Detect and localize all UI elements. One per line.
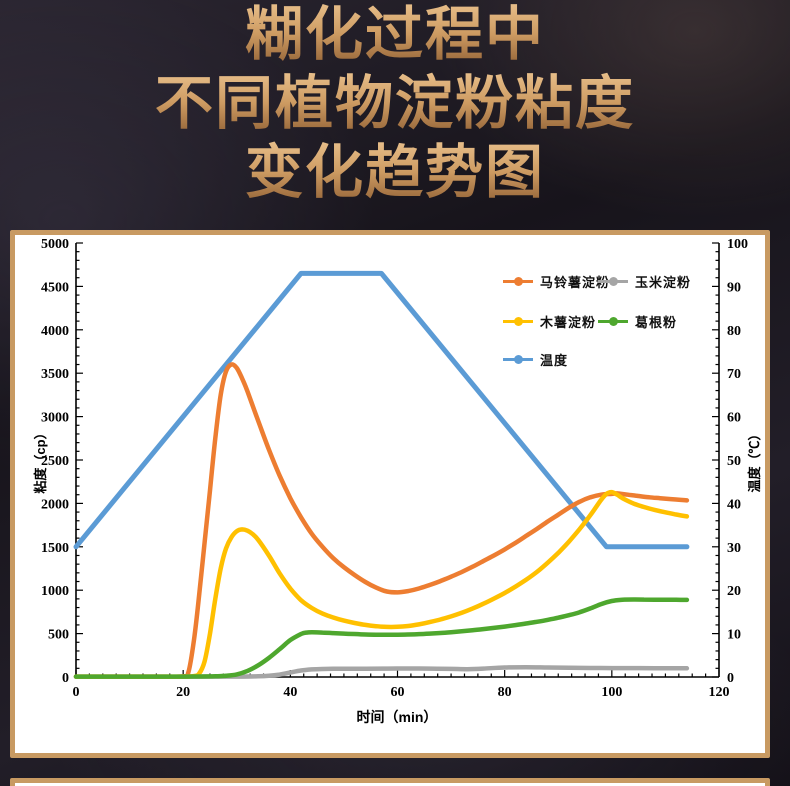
right-axis-tick-label: 90 bbox=[727, 280, 741, 295]
page-title-line-2: 不同植物淀粉粘度 bbox=[0, 69, 790, 138]
potato-starch-legend-marker-icon bbox=[503, 276, 533, 286]
right-axis-title: 温度（℃） bbox=[747, 427, 762, 493]
left-axis-tick-label: 500 bbox=[48, 628, 69, 643]
left-axis-tick-label: 3500 bbox=[41, 367, 69, 382]
kudzu-powder-line bbox=[73, 597, 690, 679]
x-axis-tick-label: 80 bbox=[498, 685, 512, 700]
legend-label-kudzu-powder: 葛根粉 bbox=[635, 314, 678, 330]
left-axis-tick-label: 5000 bbox=[41, 237, 69, 252]
x-axis-tick-label: 40 bbox=[283, 685, 297, 700]
left-axis-tick-label: 3000 bbox=[41, 411, 69, 426]
legend-item-corn-starch: 玉米淀粉 bbox=[598, 271, 691, 291]
page-title: 糊化过程中 不同植物淀粉粘度 变化趋势图 bbox=[0, 0, 790, 207]
x-axis-tick-label: 60 bbox=[391, 685, 405, 700]
chart-card: 0 500 1000 1500 2000 2500 3000 3500 4000 4500 5000… bbox=[10, 230, 770, 758]
cassava-starch-legend-marker-icon bbox=[503, 316, 533, 326]
legend-label-cassava-starch: 木薯淀粉 bbox=[540, 314, 597, 330]
right-axis-tick-label: 60 bbox=[727, 411, 741, 426]
legend-label-potato-starch: 马铃薯淀粉 bbox=[540, 274, 611, 290]
right-axis-tick-label: 0 bbox=[727, 671, 734, 686]
potato-starch-legend-dot-icon bbox=[514, 276, 523, 286]
right-axis-tick-label: 40 bbox=[727, 497, 741, 512]
temperature-legend-dot-icon bbox=[514, 354, 523, 364]
left-axis-tick-label: 4000 bbox=[41, 324, 69, 339]
kudzu-powder-legend-dot-icon bbox=[609, 316, 618, 326]
left-axis-tick-label: 2000 bbox=[41, 497, 69, 512]
legend-item-temperature: 温度 bbox=[503, 349, 568, 369]
x-axis-tick-label: 20 bbox=[176, 685, 190, 700]
page-title-line-3: 变化趋势图 bbox=[0, 138, 790, 207]
legend-item-potato-starch: 马铃薯淀粉 bbox=[503, 271, 610, 291]
potato-starch-line bbox=[73, 362, 690, 679]
left-axis-tick-label: 2500 bbox=[41, 454, 69, 469]
legend-item-cassava-starch: 木薯淀粉 bbox=[503, 311, 596, 331]
x-axis-title: 时间（min） bbox=[356, 709, 438, 725]
left-axis-tick-label: 4500 bbox=[41, 280, 69, 295]
x-axis-tick-label: 100 bbox=[601, 685, 622, 700]
legend-label-temperature: 温度 bbox=[540, 352, 569, 368]
right-axis-tick-label: 100 bbox=[727, 237, 748, 252]
kudzu-powder-legend-marker-icon bbox=[598, 316, 628, 326]
right-axis-tick-label: 80 bbox=[727, 324, 741, 339]
temperature-legend-marker-icon bbox=[503, 354, 533, 364]
right-axis-tick-label: 10 bbox=[727, 628, 741, 643]
cassava-starch-line bbox=[73, 489, 690, 679]
right-axis-tick-label: 50 bbox=[727, 454, 741, 469]
next-section-card bbox=[10, 778, 770, 786]
corn-starch-line bbox=[73, 664, 690, 679]
temperature-line bbox=[73, 270, 690, 550]
right-axis-tick-label: 30 bbox=[727, 541, 741, 556]
corn-starch-legend-dot-icon bbox=[609, 276, 618, 286]
cassava-starch-legend-dot-icon bbox=[514, 316, 523, 326]
right-axis-tick-label: 20 bbox=[727, 584, 741, 599]
legend-label-corn-starch: 玉米淀粉 bbox=[635, 274, 692, 290]
left-axis-tick-label: 1000 bbox=[41, 584, 69, 599]
left-axis-tick-label: 0 bbox=[62, 671, 69, 686]
x-axis-tick-label: 0 bbox=[73, 685, 80, 700]
legend-item-kudzu-powder: 葛根粉 bbox=[598, 311, 677, 331]
chart-canvas: 0500100015002000250030003500400045005000… bbox=[41, 237, 748, 700]
left-axis-tick-label: 1500 bbox=[41, 541, 69, 556]
x-axis-tick-label: 120 bbox=[709, 685, 730, 700]
page-title-line-1: 糊化过程中 bbox=[0, 0, 790, 69]
right-axis-tick-label: 70 bbox=[727, 367, 741, 382]
left-axis-title: 粘度（cp） bbox=[33, 426, 48, 494]
corn-starch-legend-marker-icon bbox=[598, 276, 628, 286]
chart-area: 0 500 1000 1500 2000 2500 3000 3500 4000 4500 5000… bbox=[15, 235, 765, 753]
